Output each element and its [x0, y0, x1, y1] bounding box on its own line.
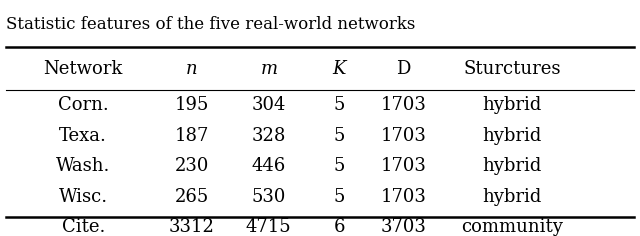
Text: 1703: 1703: [380, 188, 426, 206]
Text: Corn.: Corn.: [58, 96, 109, 114]
Text: 530: 530: [252, 188, 286, 206]
Text: hybrid: hybrid: [483, 127, 541, 145]
Text: 1703: 1703: [380, 96, 426, 114]
Text: 1703: 1703: [380, 127, 426, 145]
Text: Network: Network: [44, 60, 123, 78]
Text: Wisc.: Wisc.: [59, 188, 108, 206]
Text: 187: 187: [175, 127, 209, 145]
Text: n: n: [186, 60, 198, 78]
Text: 328: 328: [252, 127, 286, 145]
Text: 1703: 1703: [380, 157, 426, 175]
Text: 4715: 4715: [246, 218, 292, 236]
Text: D: D: [396, 60, 410, 78]
Text: 5: 5: [333, 188, 345, 206]
Text: hybrid: hybrid: [483, 188, 541, 206]
Text: 3703: 3703: [380, 218, 426, 236]
Text: Sturctures: Sturctures: [463, 60, 561, 78]
Text: m: m: [260, 60, 277, 78]
Text: 230: 230: [175, 157, 209, 175]
Text: 304: 304: [252, 96, 286, 114]
Text: 3312: 3312: [169, 218, 215, 236]
Text: Cite.: Cite.: [61, 218, 105, 236]
Text: 5: 5: [333, 96, 345, 114]
Text: hybrid: hybrid: [483, 96, 541, 114]
Text: 5: 5: [333, 127, 345, 145]
Text: K: K: [332, 60, 346, 78]
Text: hybrid: hybrid: [483, 157, 541, 175]
Text: 5: 5: [333, 157, 345, 175]
Text: 265: 265: [175, 188, 209, 206]
Text: 6: 6: [333, 218, 345, 236]
Text: Wash.: Wash.: [56, 157, 110, 175]
Text: Texa.: Texa.: [60, 127, 107, 145]
Text: 446: 446: [252, 157, 286, 175]
Text: community: community: [461, 218, 563, 236]
Text: Statistic features of the five real-world networks: Statistic features of the five real-worl…: [6, 16, 416, 33]
Text: 195: 195: [175, 96, 209, 114]
